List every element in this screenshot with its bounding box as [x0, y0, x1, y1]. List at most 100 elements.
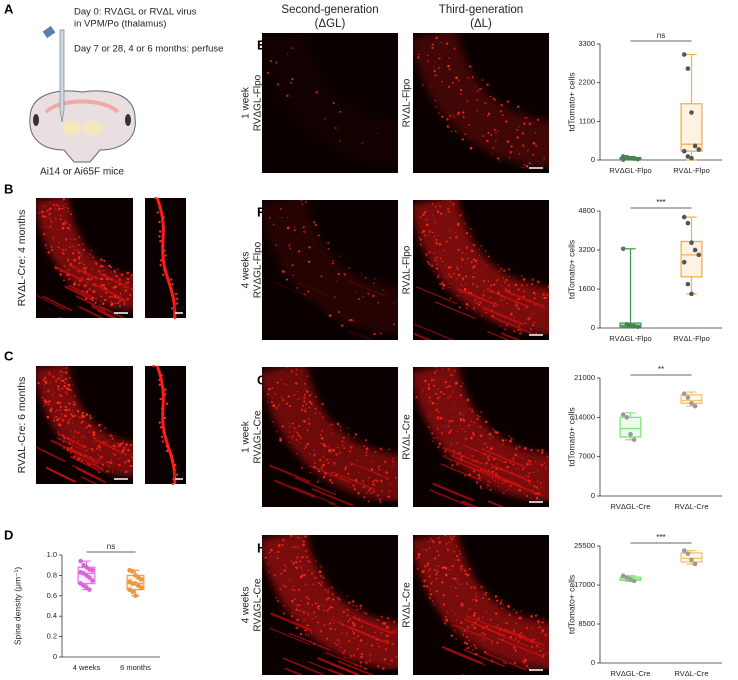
- cell: [289, 578, 292, 581]
- cell: [351, 621, 355, 625]
- cell: [270, 548, 273, 552]
- cell: [538, 488, 540, 490]
- cell: [497, 278, 499, 280]
- cell: [51, 394, 54, 396]
- cell: [142, 281, 144, 283]
- cell: [350, 318, 353, 321]
- cell: [41, 210, 44, 214]
- cell: [534, 132, 537, 134]
- cell: [426, 210, 428, 212]
- cell: [101, 277, 104, 281]
- cell: [467, 257, 469, 260]
- cell: [552, 138, 554, 140]
- cell: [540, 451, 544, 455]
- cell: [362, 485, 366, 489]
- cell: [550, 456, 552, 458]
- thalamus-left: [63, 121, 81, 135]
- cell: [498, 160, 501, 163]
- cell: [478, 248, 480, 251]
- cell: [302, 230, 306, 233]
- cortex-band: [44, 99, 120, 114]
- cell: [288, 395, 291, 398]
- cell: [461, 258, 464, 262]
- cell: [451, 610, 453, 612]
- cell: [460, 88, 463, 92]
- cell: [453, 202, 455, 205]
- cell: [447, 515, 449, 517]
- cell: [426, 223, 429, 227]
- cell: [523, 661, 526, 664]
- cell: [113, 452, 115, 454]
- cell: [471, 569, 473, 571]
- cell: [524, 322, 527, 324]
- cell: [445, 618, 449, 622]
- cell: [455, 587, 457, 589]
- cell: [546, 455, 549, 458]
- panel-label: C: [4, 348, 14, 363]
- cell: [457, 578, 459, 581]
- cell: [475, 592, 477, 594]
- cell: [443, 619, 445, 621]
- cell: [445, 418, 447, 420]
- fiber: [503, 627, 545, 647]
- cell: [443, 621, 446, 624]
- cell: [93, 437, 96, 440]
- cell: [532, 471, 535, 474]
- cell: [281, 270, 285, 273]
- cell: [552, 293, 554, 295]
- cell: [392, 620, 396, 624]
- cell: [434, 221, 437, 223]
- cell: [456, 442, 458, 444]
- cell: [470, 249, 474, 253]
- cell: [520, 274, 523, 277]
- cell: [424, 379, 427, 383]
- cell: [269, 216, 271, 219]
- cell: [429, 400, 431, 403]
- cell: [499, 267, 503, 271]
- cell: [520, 283, 524, 287]
- cell: [362, 295, 364, 297]
- cell: [456, 581, 458, 583]
- cell: [458, 306, 461, 309]
- cell: [327, 462, 330, 464]
- cell: [328, 588, 330, 590]
- cell: [487, 280, 490, 283]
- cell: [136, 276, 138, 278]
- cell: [438, 243, 441, 246]
- cell: [557, 291, 559, 293]
- cell: [296, 536, 300, 539]
- x-tick-label: RVΔL-Flpo: [673, 334, 710, 343]
- cell: [73, 403, 76, 405]
- cell: [506, 140, 510, 143]
- cell: [332, 622, 335, 625]
- cell: [61, 249, 64, 252]
- cell: [443, 249, 446, 252]
- cell: [483, 442, 486, 445]
- cell: [427, 60, 430, 63]
- fiber: [451, 455, 493, 474]
- cell: [452, 528, 454, 530]
- cell: [561, 630, 563, 632]
- cell: [514, 649, 517, 652]
- cell: [88, 417, 91, 420]
- cell: [530, 122, 532, 124]
- cell: [464, 437, 468, 441]
- cell: [125, 443, 128, 447]
- cell: [114, 272, 116, 274]
- cell: [438, 554, 440, 557]
- fiber: [462, 673, 466, 675]
- cell: [65, 238, 68, 241]
- cell: [449, 297, 452, 300]
- cell: [387, 495, 390, 499]
- cell: [43, 233, 46, 236]
- spine: [170, 288, 173, 291]
- cell: [288, 422, 290, 424]
- fiber: [56, 436, 87, 453]
- cell: [465, 582, 468, 585]
- cell: [307, 290, 310, 293]
- cell: [508, 156, 511, 159]
- cell: [520, 631, 523, 635]
- cell: [341, 444, 344, 447]
- cell: [60, 412, 63, 416]
- cell: [447, 425, 450, 428]
